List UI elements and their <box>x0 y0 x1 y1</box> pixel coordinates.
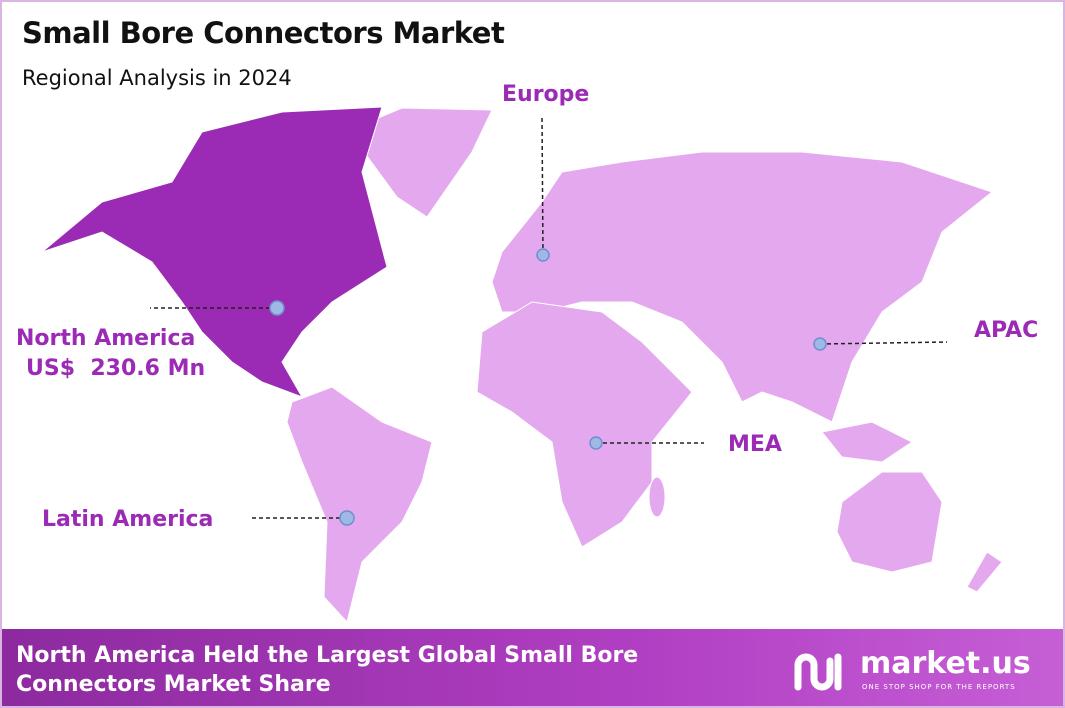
logo-text: market.us <box>860 646 1031 681</box>
logo-tagline: ONE STOP SHOP FOR THE REPORTS <box>862 683 1016 691</box>
region-dot <box>339 510 355 526</box>
southeast-asia <box>821 421 913 463</box>
world-map <box>41 106 1003 624</box>
new-zealand <box>966 551 1003 593</box>
logo-icon <box>794 653 842 691</box>
region-dot <box>536 248 550 262</box>
australia <box>836 471 943 573</box>
subtitle: Regional Analysis in 2024 <box>22 66 292 90</box>
leader-line <box>819 341 948 345</box>
region-label: MEA <box>728 432 782 457</box>
region-dot <box>269 300 285 316</box>
footer-bar: North America Held the Largest Global Sm… <box>2 629 1063 706</box>
region-dot <box>813 337 827 351</box>
leader-line <box>541 116 544 256</box>
footer-text: North America Held the Largest Global Sm… <box>16 643 639 697</box>
region-label: Latin America <box>42 507 214 532</box>
region-label: APAC <box>974 318 1039 343</box>
north-america <box>41 106 388 398</box>
region-dot <box>589 436 603 450</box>
region-label: Europe <box>502 82 590 107</box>
region-value: US$ 230.6 Mn <box>26 356 206 381</box>
title: Small Bore Connectors Market <box>22 16 505 50</box>
greenland <box>356 107 493 218</box>
eurasia <box>491 151 994 423</box>
madagascar <box>648 476 666 518</box>
south-america <box>286 386 433 624</box>
region-label: North America <box>16 326 196 351</box>
africa <box>476 301 693 548</box>
